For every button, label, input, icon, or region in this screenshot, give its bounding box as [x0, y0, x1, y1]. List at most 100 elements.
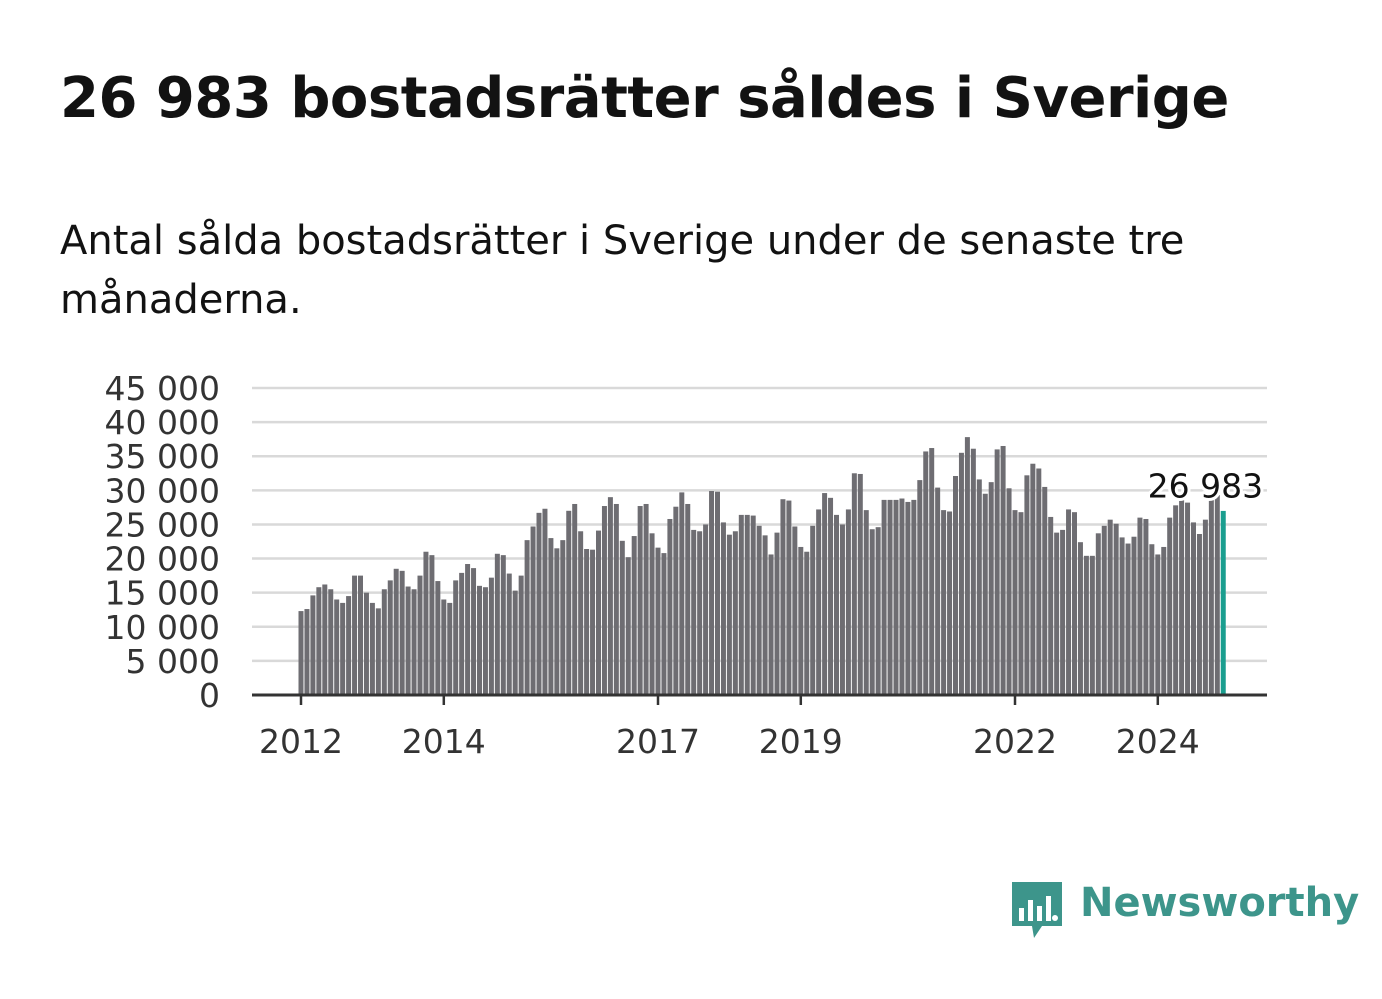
bar	[554, 548, 560, 695]
bar	[1208, 489, 1214, 695]
page-title: 26 983 bostadsrätter såldes i Sverige	[60, 66, 1229, 131]
x-tick-label: 2022	[973, 722, 1057, 760]
bar	[548, 538, 554, 695]
bar	[738, 514, 744, 695]
bar	[863, 510, 869, 695]
bar	[304, 609, 310, 695]
bar	[988, 482, 994, 695]
bar	[482, 587, 488, 695]
y-tick-label: 15 000	[105, 574, 220, 613]
bar	[584, 549, 590, 695]
bar	[459, 572, 465, 695]
bar	[875, 527, 881, 695]
y-tick-label: 25 000	[105, 505, 220, 544]
bar	[596, 530, 601, 695]
bar	[387, 580, 393, 695]
bar	[1161, 546, 1167, 695]
bar	[976, 479, 982, 695]
bar	[958, 452, 964, 695]
bar	[655, 547, 661, 695]
bar	[1083, 555, 1089, 695]
x-tick-label: 2024	[1116, 722, 1200, 760]
x-tick-label: 2014	[402, 722, 486, 760]
newsworthy-chart-bubble-icon	[1012, 882, 1062, 938]
bar	[1101, 525, 1107, 695]
bar	[346, 596, 352, 695]
bar	[1179, 499, 1185, 695]
bar	[911, 499, 917, 695]
bar	[530, 526, 536, 695]
bar	[411, 589, 417, 695]
y-tick-label: 5 000	[126, 642, 220, 681]
bar	[524, 540, 530, 695]
bar	[506, 573, 512, 695]
bar	[1000, 445, 1006, 695]
bar	[649, 533, 655, 695]
bar	[899, 498, 905, 695]
bar	[947, 511, 953, 695]
bar	[601, 506, 607, 695]
bar	[994, 449, 1000, 695]
y-tick-label: 35 000	[105, 437, 220, 476]
bar	[518, 575, 524, 695]
bar	[828, 497, 834, 695]
bar	[334, 599, 340, 695]
bar	[941, 510, 947, 695]
bar	[845, 509, 851, 695]
bar	[572, 503, 578, 695]
y-tick-label: 40 000	[105, 403, 220, 442]
bar	[762, 535, 768, 695]
bar	[488, 577, 494, 695]
bar	[1066, 509, 1072, 695]
bar	[1077, 542, 1083, 695]
bar	[447, 602, 453, 695]
bar	[1214, 495, 1220, 695]
bar	[750, 515, 756, 695]
bar	[774, 532, 780, 695]
chart-subtitle: Antal sålda bostadsrätter i Sverige unde…	[60, 218, 1185, 323]
bar-highlight	[1220, 510, 1226, 695]
bar	[1024, 475, 1030, 695]
bar	[935, 487, 941, 695]
bar	[780, 499, 786, 695]
x-axis-ticks: 2012 2014 2017 2019 2022 2024	[259, 695, 1200, 760]
y-tick-label: 30 000	[105, 471, 220, 510]
bar	[423, 551, 429, 695]
bar	[732, 531, 738, 695]
bar	[744, 514, 750, 695]
bar	[1089, 555, 1095, 695]
bar	[685, 503, 691, 695]
x-tick-label: 2012	[259, 722, 343, 760]
bar	[1048, 516, 1054, 695]
bar	[441, 599, 447, 695]
bar	[1131, 536, 1137, 695]
bar	[453, 580, 459, 695]
bar	[667, 518, 673, 695]
bar	[352, 575, 358, 695]
bar	[1012, 510, 1018, 695]
bar	[578, 531, 584, 695]
bar	[1119, 537, 1125, 695]
bar	[494, 553, 500, 695]
bar	[1149, 544, 1155, 695]
bar	[1054, 532, 1060, 695]
bar	[1173, 505, 1179, 695]
bar	[1196, 533, 1202, 695]
bar	[566, 510, 572, 695]
bar	[1191, 522, 1196, 695]
bar	[1167, 517, 1173, 695]
bar	[1155, 554, 1161, 695]
bar	[923, 451, 929, 695]
bar	[1125, 543, 1131, 695]
bar	[810, 525, 816, 695]
x-tick-label: 2017	[616, 722, 700, 760]
bar	[637, 506, 643, 695]
newsworthy-logo: Newsworthy	[1010, 878, 1359, 942]
bar	[619, 540, 625, 695]
bar	[792, 526, 798, 695]
bar	[804, 551, 810, 695]
bar	[1095, 533, 1101, 695]
bar	[881, 499, 887, 695]
y-tick-label: 20 000	[105, 540, 220, 579]
